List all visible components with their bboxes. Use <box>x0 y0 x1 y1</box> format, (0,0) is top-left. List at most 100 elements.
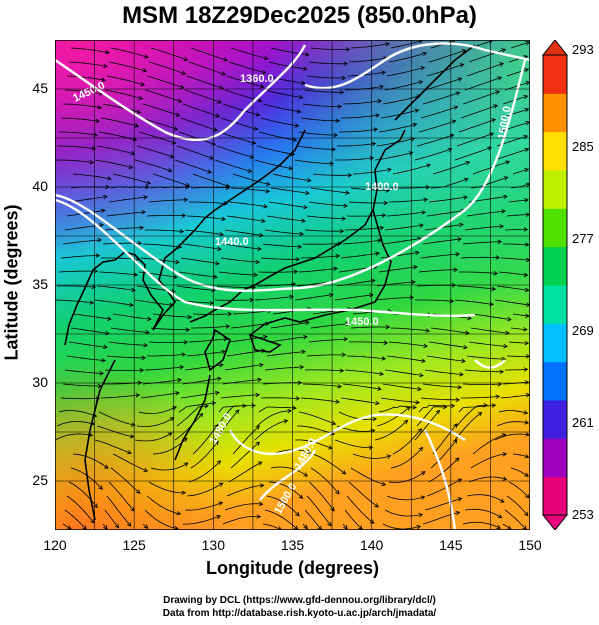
streamline <box>176 145 214 159</box>
streamline-arrow <box>499 62 505 67</box>
streamline-arrow <box>375 251 380 256</box>
streamline-arrow <box>293 269 299 275</box>
streamline-arrow <box>455 397 461 403</box>
streamline <box>140 257 180 263</box>
streamline-arrow <box>385 41 390 47</box>
streamline-arrow <box>135 489 141 494</box>
streamline <box>188 460 221 483</box>
streamline-arrow <box>453 267 459 272</box>
streamline-arrow <box>412 122 418 128</box>
credit-data: Data from http://database.rish.kyoto-u.a… <box>162 608 437 619</box>
streamline-arrow <box>524 454 530 459</box>
streamline-arrow <box>457 478 463 483</box>
colorbar-min-arrow <box>541 514 569 531</box>
streamline <box>68 196 108 203</box>
streamline <box>264 89 303 98</box>
streamline <box>496 285 529 291</box>
streamline <box>182 243 222 250</box>
streamline-arrow <box>129 433 135 439</box>
streamline <box>94 159 133 169</box>
streamline-arrow <box>263 55 269 61</box>
streamline <box>342 100 382 105</box>
streamline <box>66 355 106 361</box>
streamline <box>304 229 344 232</box>
streamline <box>340 252 380 259</box>
streamline <box>146 75 184 89</box>
streamline <box>420 253 460 259</box>
streamline-arrow <box>450 403 456 409</box>
streamline-arrow <box>499 369 505 374</box>
streamline-arrow <box>416 524 422 530</box>
streamline-arrow <box>218 482 224 487</box>
streamline <box>256 410 292 427</box>
streamline-arrow <box>93 268 99 274</box>
streamline-arrow <box>101 77 106 82</box>
streamline-arrow <box>130 150 136 156</box>
streamline-arrow <box>415 250 420 256</box>
streamline <box>272 173 311 181</box>
streamline <box>380 397 420 403</box>
streamline-arrow <box>457 497 463 502</box>
streamline <box>140 392 180 399</box>
streamline-arrow <box>114 523 120 529</box>
streamline <box>230 441 260 469</box>
streamline <box>218 271 258 276</box>
streamline <box>346 214 386 217</box>
streamline-arrow <box>259 232 264 238</box>
streamline <box>186 482 223 497</box>
streamline-arrow <box>204 403 209 409</box>
streamline <box>64 369 104 374</box>
streamline-arrow <box>247 168 253 173</box>
streamline-arrow <box>417 428 423 433</box>
streamline-arrow <box>523 227 529 232</box>
streamline <box>260 257 300 260</box>
streamline <box>216 405 247 427</box>
streamline-arrow <box>221 216 227 222</box>
streamline-arrow <box>259 362 264 368</box>
streamline <box>304 509 322 530</box>
contour-label: 1450.0 <box>345 316 379 328</box>
streamline-arrow <box>302 66 308 71</box>
streamline-arrow <box>295 511 300 517</box>
colorbar <box>540 39 570 531</box>
streamline-arrow <box>379 84 385 90</box>
streamline <box>230 47 268 60</box>
streamline <box>428 49 466 63</box>
streamline-arrow <box>303 204 308 210</box>
streamline-arrow <box>503 176 509 181</box>
colorbar-cell <box>543 323 567 363</box>
streamline <box>310 467 340 495</box>
streamline-arrow <box>435 409 440 415</box>
streamline-arrow <box>452 439 458 444</box>
streamline-arrow <box>144 184 150 189</box>
streamline <box>300 117 340 122</box>
streamline <box>342 239 382 245</box>
streamline <box>300 255 340 259</box>
streamline <box>300 397 340 403</box>
streamline-arrow <box>418 80 424 85</box>
streamline-arrow <box>88 432 94 438</box>
streamline <box>464 77 502 91</box>
streamline <box>304 89 344 93</box>
streamline <box>100 117 139 127</box>
streamline <box>472 161 510 175</box>
streamline-arrow <box>261 69 267 75</box>
streamline-arrow <box>495 394 501 399</box>
streamline-arrow <box>343 337 349 342</box>
streamline-arrow <box>453 423 458 428</box>
streamline <box>150 462 189 471</box>
streamline-arrow <box>183 339 189 345</box>
streamline <box>388 341 428 347</box>
streamline <box>262 243 302 248</box>
streamline <box>216 145 254 158</box>
streamline <box>420 106 458 119</box>
streamline-arrow <box>298 94 304 100</box>
streamline <box>260 397 300 399</box>
streamline <box>374 297 414 301</box>
streamline-arrow <box>383 340 389 346</box>
streamline <box>424 78 462 91</box>
streamline-arrow <box>183 56 189 62</box>
streamline <box>190 440 219 469</box>
streamline-arrow <box>105 49 110 55</box>
streamline <box>426 478 462 497</box>
